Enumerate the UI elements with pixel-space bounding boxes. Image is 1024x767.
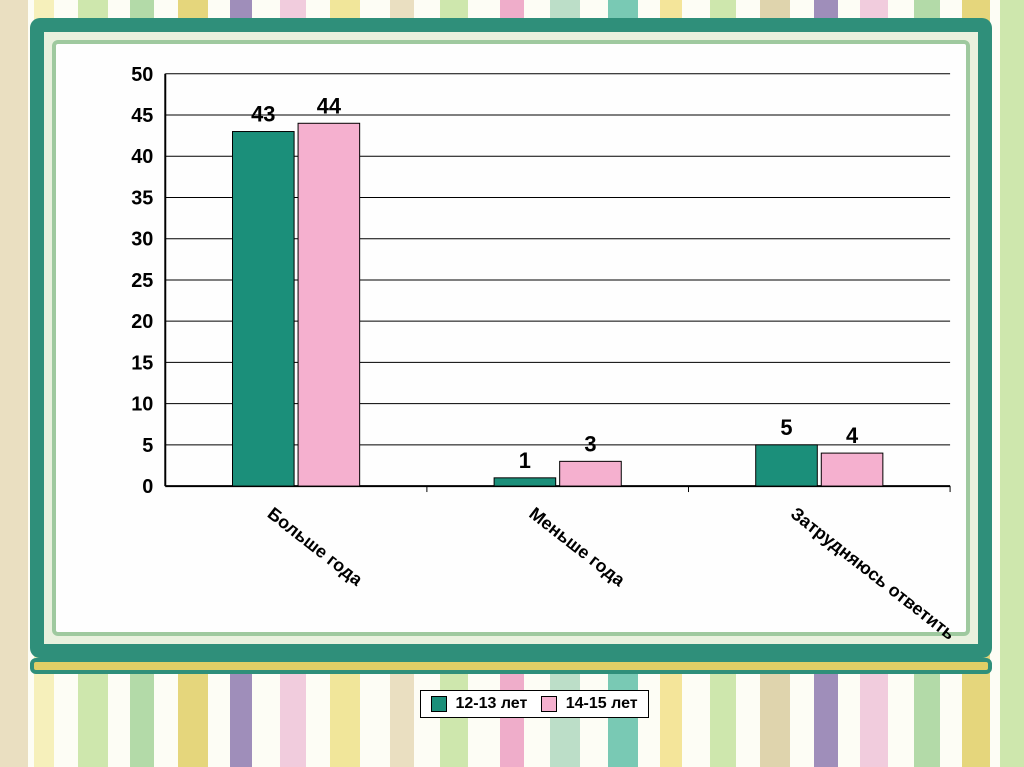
legend-swatch-icon xyxy=(541,696,557,712)
chart-legend: 12-13 лет 14-15 лет xyxy=(420,690,649,718)
svg-text:15: 15 xyxy=(131,352,153,374)
bar xyxy=(232,132,294,487)
svg-text:45: 45 xyxy=(131,105,153,127)
legend-item: 14-15 лет xyxy=(541,695,637,713)
bar-value-label: 5 xyxy=(780,415,792,440)
chalk-shelf xyxy=(30,658,992,674)
svg-text:40: 40 xyxy=(131,146,153,168)
x-axis-label: Меньше года xyxy=(525,503,629,591)
bar xyxy=(821,453,883,486)
bar xyxy=(560,461,622,486)
bar-chart: 05101520253035404550Больше года4344Меньш… xyxy=(56,44,966,640)
svg-text:5: 5 xyxy=(142,435,153,457)
bar-value-label: 44 xyxy=(317,93,342,118)
bar xyxy=(756,445,818,486)
bar-value-label: 4 xyxy=(846,423,859,448)
bar xyxy=(494,478,556,486)
legend-label: 14-15 лет xyxy=(566,695,638,712)
chart-container: 05101520253035404550Больше года4344Меньш… xyxy=(52,40,970,636)
svg-text:35: 35 xyxy=(131,187,153,209)
x-axis-label: Затрудняюсь ответить xyxy=(787,503,959,640)
legend-label: 12-13 лет xyxy=(455,695,527,712)
svg-text:25: 25 xyxy=(131,270,153,292)
bar-value-label: 1 xyxy=(519,448,531,473)
legend-swatch-icon xyxy=(431,696,447,712)
svg-text:30: 30 xyxy=(131,229,153,251)
svg-text:10: 10 xyxy=(131,394,153,416)
svg-text:20: 20 xyxy=(131,311,153,333)
svg-text:50: 50 xyxy=(131,64,153,86)
svg-text:0: 0 xyxy=(142,476,153,498)
bar-value-label: 43 xyxy=(251,102,275,127)
bar-value-label: 3 xyxy=(584,431,596,456)
x-axis-label: Больше года xyxy=(264,503,367,590)
blackboard-frame: 05101520253035404550Больше года4344Меньш… xyxy=(30,18,992,658)
bar xyxy=(298,123,360,486)
legend-item: 12-13 лет xyxy=(431,695,527,713)
